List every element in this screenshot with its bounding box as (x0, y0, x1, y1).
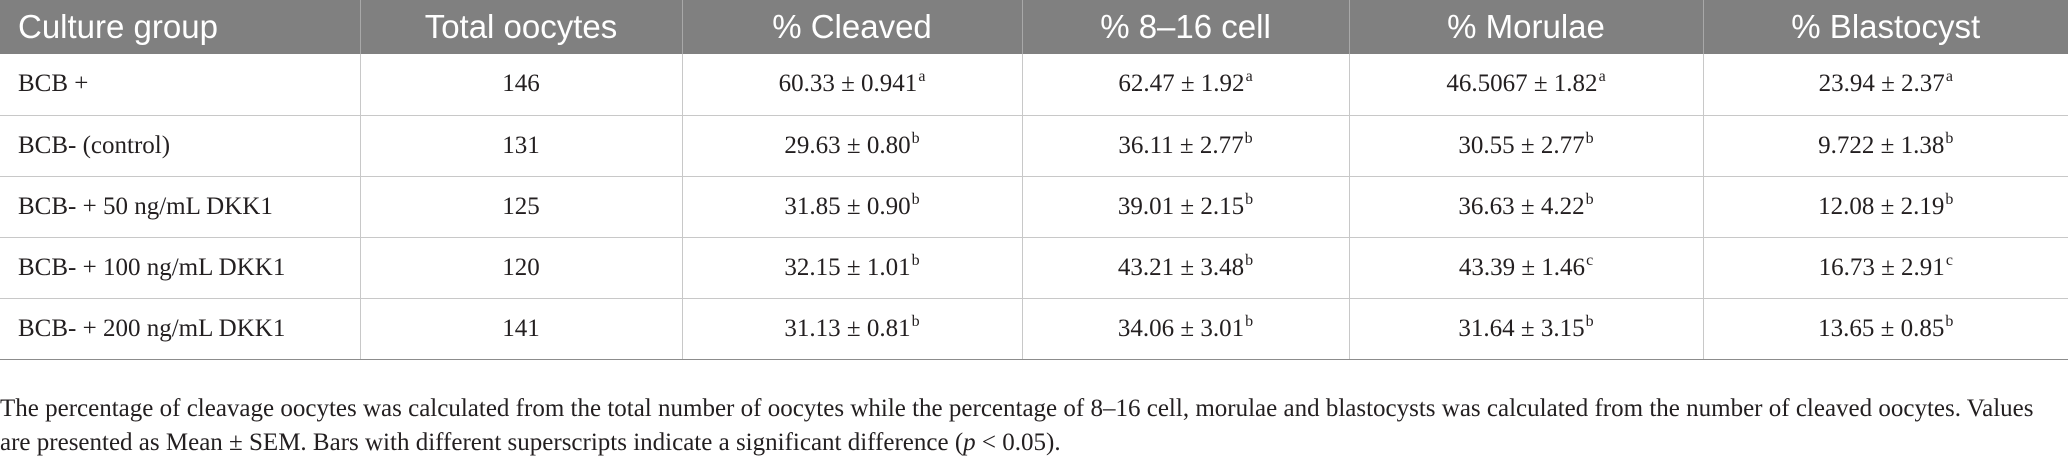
table-row: BCB + 146 60.33 ± 0.941a 62.47 ± 1.92a 4… (0, 54, 2068, 116)
cell-total: 131 (359, 115, 682, 177)
cell-cleaved: 32.15 ± 1.01b (681, 237, 1022, 299)
cell-morulae: 43.39 ± 1.46c (1348, 237, 1703, 299)
cell-group: BCB- + 200 ng/mL DKK1 (0, 298, 360, 360)
cell-cleaved: 31.13 ± 0.81b (681, 298, 1022, 360)
table-row: BCB- (control) 131 29.63 ± 0.80b 36.11 ±… (0, 115, 2068, 177)
cell-morulae: 36.63 ± 4.22b (1348, 176, 1703, 238)
results-table-container: Culture group Total oocytes % Cleaved % … (0, 0, 2068, 360)
header-8-16-cell: % 8–16 cell (1021, 0, 1349, 54)
table-row: BCB- + 50 ng/mL DKK1 125 31.85 ± 0.90b 3… (0, 176, 2068, 238)
results-table: Culture group Total oocytes % Cleaved % … (0, 0, 2068, 360)
cell-8-16-cell: 34.06 ± 3.01b (1021, 298, 1349, 360)
cell-cleaved: 31.85 ± 0.90b (681, 176, 1022, 238)
cell-blastocyst: 12.08 ± 2.19b (1702, 176, 2068, 238)
table-footnote: The percentage of cleavage oocytes was c… (0, 395, 2034, 456)
cell-cleaved: 60.33 ± 0.941a (681, 54, 1022, 116)
cell-8-16-cell: 39.01 ± 2.15b (1021, 176, 1349, 238)
cell-cleaved: 29.63 ± 0.80b (681, 115, 1022, 177)
cell-8-16-cell: 43.21 ± 3.48b (1021, 237, 1349, 299)
header-cleaved: % Cleaved (681, 0, 1022, 54)
cell-total: 141 (359, 298, 682, 360)
cell-blastocyst: 13.65 ± 0.85b (1702, 298, 2068, 360)
cell-blastocyst: 9.722 ± 1.38b (1702, 115, 2068, 177)
cell-8-16-cell: 62.47 ± 1.92a (1021, 54, 1349, 116)
header-culture-group: Culture group (18, 8, 218, 45)
header-morulae: % Morulae (1348, 0, 1703, 54)
cell-8-16-cell: 36.11 ± 2.77b (1021, 115, 1349, 177)
cell-total: 146 (359, 54, 682, 116)
cell-morulae: 46.5067 ± 1.82a (1348, 54, 1703, 116)
cell-blastocyst: 16.73 ± 2.91c (1702, 237, 2068, 299)
cell-blastocyst: 23.94 ± 2.37a (1702, 54, 2068, 116)
table-row: BCB- + 200 ng/mL DKK1 141 31.13 ± 0.81b … (0, 298, 2068, 360)
cell-group: BCB- (control) (0, 115, 360, 177)
header-blastocyst: % Blastocyst (1702, 0, 2068, 54)
cell-total: 120 (359, 237, 682, 299)
header-total-oocytes: Total oocytes (359, 0, 682, 54)
cell-morulae: 31.64 ± 3.15b (1348, 298, 1703, 360)
p-value-symbol: p (963, 429, 976, 456)
cell-group: BCB + (0, 54, 360, 116)
cell-total: 125 (359, 176, 682, 238)
table-header-row: Culture group Total oocytes % Cleaved % … (0, 0, 2068, 54)
cell-group: BCB- + 50 ng/mL DKK1 (0, 176, 360, 238)
cell-group: BCB- + 100 ng/mL DKK1 (0, 237, 360, 299)
table-row: BCB- + 100 ng/mL DKK1 120 32.15 ± 1.01b … (0, 237, 2068, 299)
cell-morulae: 30.55 ± 2.77b (1348, 115, 1703, 177)
